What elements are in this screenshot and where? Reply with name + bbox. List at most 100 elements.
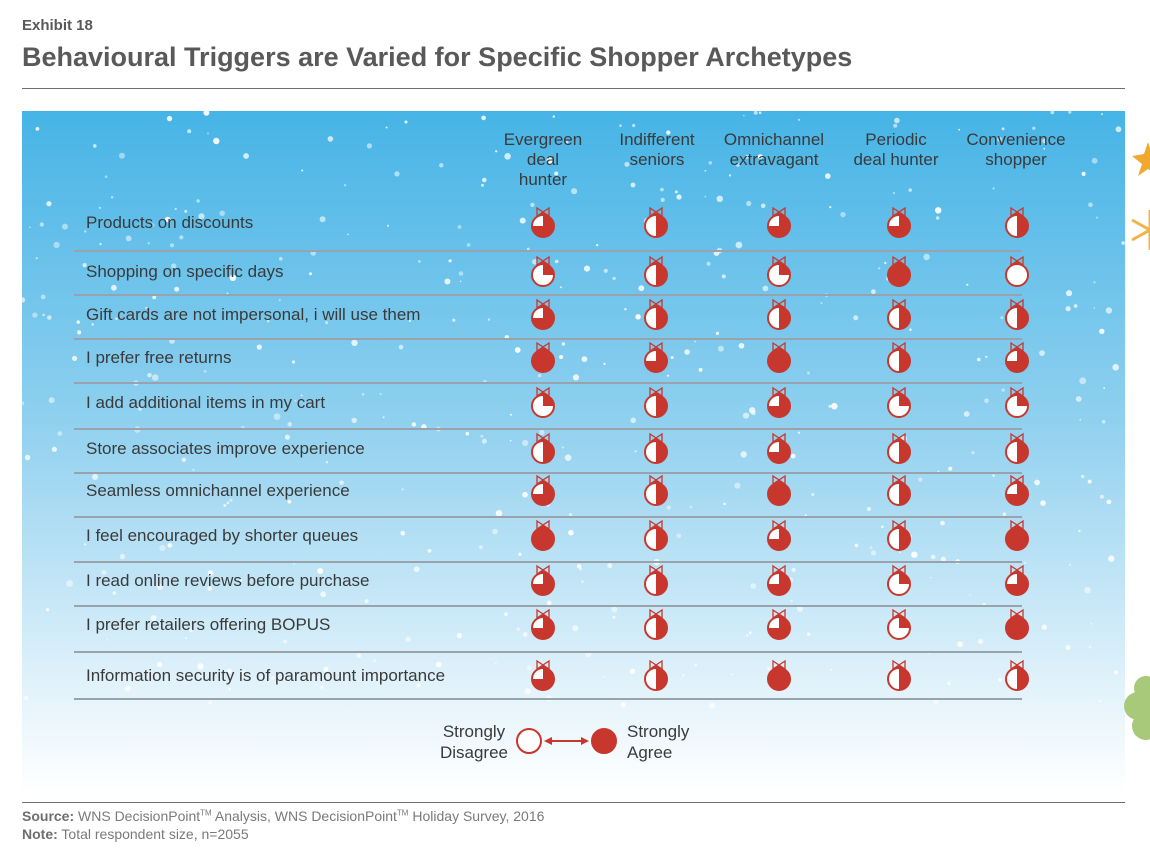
harvey-ball xyxy=(531,659,555,691)
harvey-ball xyxy=(767,474,791,506)
harvey-ball xyxy=(1005,386,1029,418)
harvey-ball xyxy=(531,386,555,418)
harvey-ball xyxy=(887,474,911,506)
harvey-ball xyxy=(767,386,791,418)
harvey-ball xyxy=(1005,564,1029,596)
harvey-ball xyxy=(1005,474,1029,506)
harvey-ball xyxy=(767,255,791,287)
harvey-ball xyxy=(767,608,791,640)
row-separator xyxy=(74,382,1022,384)
snowflake-ornament-icon xyxy=(1131,210,1150,250)
harvey-ball xyxy=(767,564,791,596)
harvey-ball xyxy=(644,432,668,464)
legend-full-ball xyxy=(591,728,617,754)
harvey-ball xyxy=(767,659,791,691)
legend-empty-ball xyxy=(516,728,542,754)
harvey-ball xyxy=(531,564,555,596)
harvey-ball xyxy=(531,255,555,287)
tree-ornament-icon xyxy=(1124,676,1150,740)
harvey-ball xyxy=(1005,255,1029,287)
harvey-ball xyxy=(887,386,911,418)
harvey-ball xyxy=(1005,432,1029,464)
harvey-ball xyxy=(644,298,668,330)
harvey-ball xyxy=(531,608,555,640)
row-label: Shopping on specific days xyxy=(86,262,284,281)
harvey-ball xyxy=(887,659,911,691)
row-label: I add additional items in my cart xyxy=(86,393,326,412)
row-label: I read online reviews before purchase xyxy=(86,571,370,590)
row-separator xyxy=(74,605,1022,607)
harvey-ball xyxy=(767,519,791,551)
harvey-ball xyxy=(887,608,911,640)
harvey-ball xyxy=(767,341,791,373)
harvey-ball xyxy=(531,341,555,373)
harvey-ball xyxy=(1005,206,1029,238)
row-separator xyxy=(74,561,1022,563)
column-header-1: Indifferent seniors xyxy=(619,130,695,169)
harvey-ball xyxy=(644,564,668,596)
harvey-ball xyxy=(887,255,911,287)
harvey-ball xyxy=(887,519,911,551)
exhibit-label: Exhibit 18 xyxy=(22,17,93,34)
row-label: Seamless omnichannel experience xyxy=(86,481,350,500)
row-label: Products on discounts xyxy=(86,213,254,232)
harvey-ball xyxy=(767,432,791,464)
row-separator xyxy=(74,472,1022,474)
row-label: I feel encouraged by shorter queues xyxy=(86,526,359,545)
harvey-ball xyxy=(644,474,668,506)
title-divider xyxy=(22,88,1125,89)
row-label: I prefer retailers offering BOPUS xyxy=(86,615,331,634)
legend-high-label: Strongly Agree xyxy=(627,722,690,762)
row-label: Store associates improve experience xyxy=(86,439,365,458)
harvey-ball xyxy=(644,206,668,238)
star-ornament-icon xyxy=(1132,142,1150,176)
column-header-2: Omnichannel extravagant xyxy=(723,130,825,169)
harvey-ball xyxy=(644,386,668,418)
harvey-ball xyxy=(767,206,791,238)
column-header-4: Convenience shopper xyxy=(966,130,1066,169)
row-label: Gift cards are not impersonal, i will us… xyxy=(86,305,421,324)
harvey-ball xyxy=(887,432,911,464)
row-label: Information security is of paramount imp… xyxy=(86,666,446,685)
harvey-ball xyxy=(644,255,668,287)
harvey-ball xyxy=(644,341,668,373)
harvey-ball xyxy=(531,519,555,551)
row-label: I prefer free returns xyxy=(86,348,232,367)
row-separator xyxy=(74,250,1022,252)
source-note: Source: WNS DecisionPointTM Analysis, WN… xyxy=(22,808,545,824)
snowflakes xyxy=(22,111,1125,711)
legend-low-label: Strongly Disagree xyxy=(439,722,509,762)
harvey-ball xyxy=(887,298,911,330)
snowy-sky-background xyxy=(22,111,1125,794)
harvey-ball xyxy=(531,432,555,464)
harvey-ball-grid xyxy=(516,206,1029,754)
sample-size-note: Note: Total respondent size, n=2055 xyxy=(22,826,249,842)
chart-panel: Evergreen deal hunter Indifferent senior… xyxy=(22,111,1125,794)
harvey-ball xyxy=(531,474,555,506)
harvey-ball xyxy=(644,608,668,640)
row-separator xyxy=(74,651,1022,653)
harvey-ball xyxy=(1005,298,1029,330)
column-header-0: Evergreen deal hunter xyxy=(503,130,583,189)
page-title: Behavioural Triggers are Varied for Spec… xyxy=(22,42,853,72)
harvey-ball xyxy=(531,298,555,330)
harvey-ball xyxy=(1005,519,1029,551)
row-separator xyxy=(74,428,1022,430)
row-separator xyxy=(74,516,1022,518)
harvey-ball xyxy=(887,341,911,373)
harvey-ball xyxy=(887,564,911,596)
column-header-3: Periodic deal hunter xyxy=(853,130,939,169)
harvey-ball xyxy=(887,206,911,238)
footer-divider xyxy=(22,802,1125,803)
harvey-ball xyxy=(1005,341,1029,373)
harvey-ball xyxy=(644,659,668,691)
harvey-ball xyxy=(1005,659,1029,691)
harvey-ball xyxy=(531,206,555,238)
harvey-ball xyxy=(644,519,668,551)
row-separator xyxy=(74,294,1022,296)
harvey-ball xyxy=(1005,608,1029,640)
row-separator xyxy=(74,698,1022,700)
legend-double-arrow-icon xyxy=(544,737,589,745)
row-separator xyxy=(74,338,1022,340)
harvey-ball xyxy=(767,298,791,330)
